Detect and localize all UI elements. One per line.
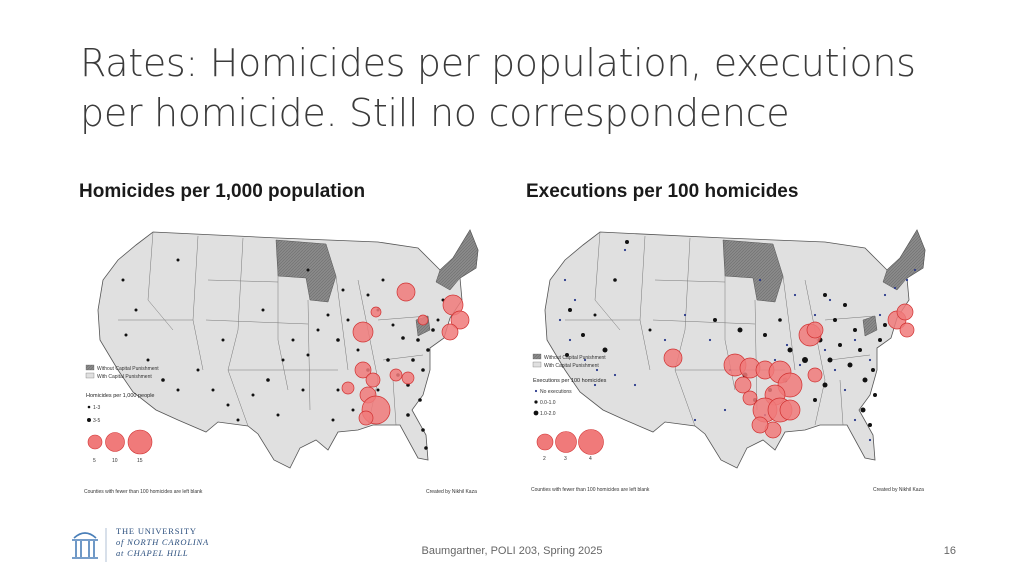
- logo-line-3: at CHAPEL HILL: [116, 548, 189, 558]
- legend-item-dot-1: [534, 389, 538, 393]
- legend-bubble-label-3: 4: [589, 456, 592, 462]
- legend-item-dot-3: [533, 410, 539, 416]
- legend-with-label: With Capital Punishment: [97, 374, 152, 380]
- legend-without-label: Without Capital Punishment: [544, 355, 606, 361]
- map-credit: Created by Nikhil Kaza: [873, 487, 924, 493]
- no-cp-region-northcentral: [722, 239, 784, 303]
- legend-bubble-3: [578, 429, 604, 455]
- legend-bubble-1: [87, 434, 103, 450]
- left-map-heading: Homicides per 1,000 population: [79, 181, 366, 202]
- legend-with-label: With Capital Punishment: [544, 363, 599, 369]
- homicides-map-svg: Without Capital Punishment With Capital …: [84, 229, 479, 495]
- legend-small-dot-1: [87, 405, 91, 409]
- legend-small-dot-2: [87, 418, 91, 422]
- slide-footer: Baumgartner, POLI 203, Spring 2025: [421, 545, 603, 557]
- no-execution-dots: [558, 248, 917, 442]
- page-number: 16: [943, 545, 956, 557]
- legend-title: Homicides per 1,000 people: [86, 393, 155, 399]
- legend-item-label-2: 0.0-1.0: [540, 400, 556, 406]
- legend-with-swatch: [532, 361, 542, 368]
- legend-bubble-label-3: 15: [137, 458, 143, 464]
- legend-bubble-label-2: 3: [564, 456, 567, 462]
- legend-without-swatch: [85, 364, 95, 371]
- legend-bubble-label-1: 5: [93, 458, 96, 464]
- no-cp-region-northeast: [435, 229, 479, 291]
- unc-logo: THE UNIVERSITY of NORTH CAROLINA at CHAP…: [68, 524, 238, 564]
- legend-bubble-label-2: 10: [112, 458, 118, 464]
- map-note: Counties with fewer than 100 homicides a…: [84, 489, 203, 495]
- legend-small-label-2: 3-5: [93, 418, 100, 424]
- homicide-bubbles: [341, 282, 470, 426]
- unc-logo-text: THE UNIVERSITY of NORTH CAROLINA at CHAP…: [116, 526, 209, 559]
- executions-map-svg: Without Capital Punishment With Capital …: [531, 229, 926, 493]
- legend-bubble-3: [127, 429, 153, 455]
- old-well-icon: [72, 528, 107, 562]
- logo-line-2: of NORTH CAROLINA: [116, 537, 209, 547]
- executions-map: Without Capital Punishment With Capital …: [525, 220, 945, 502]
- legend-item-dot-2: [534, 400, 538, 404]
- homicides-map: Without Capital Punishment With Capital …: [78, 220, 498, 502]
- legend-without-swatch: [532, 353, 542, 360]
- logo-line-1: THE UNIVERSITY: [116, 526, 197, 536]
- no-cp-region-westvirginia: [862, 315, 878, 337]
- no-cp-region-northcentral: [275, 239, 337, 303]
- legend-item-label-1: No executions: [540, 389, 572, 395]
- legend-bubble-1: [536, 433, 554, 451]
- legend-item-label-3: 1.0-2.0: [540, 411, 556, 417]
- legend-bubble-2: [555, 431, 577, 453]
- execution-bubbles: [663, 303, 915, 439]
- right-map-heading: Executions per 100 homicides: [526, 181, 799, 202]
- legend-bubble-2: [105, 432, 125, 452]
- homicide-small-dots: [121, 258, 445, 450]
- map-credit: Created by Nikhil Kaza: [426, 489, 477, 495]
- legend-title: Executions per 100 homicides: [533, 378, 607, 384]
- slide-title: Rates: Homicides per population, executi…: [80, 41, 916, 135]
- legend-bubble-label-1: 2: [543, 456, 546, 462]
- no-cp-region-northeast: [882, 229, 926, 291]
- legend-with-swatch: [85, 372, 95, 379]
- legend-without-label: Without Capital Punishment: [97, 366, 159, 372]
- map-note: Counties with fewer than 100 homicides a…: [531, 487, 650, 493]
- legend-small-label-1: 1-3: [93, 405, 100, 411]
